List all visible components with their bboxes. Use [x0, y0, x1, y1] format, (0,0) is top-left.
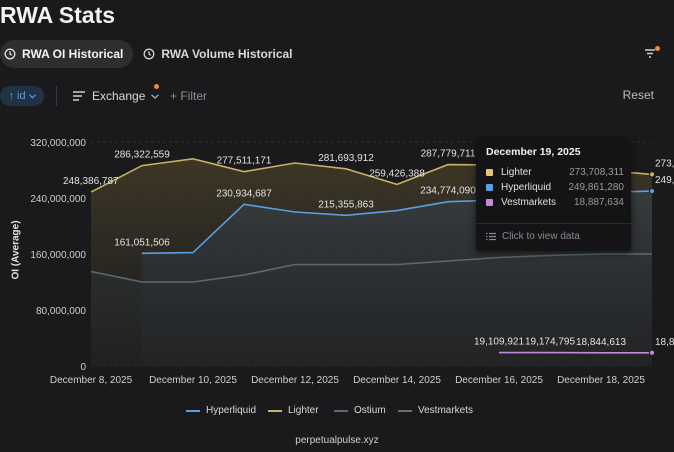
tooltip-row-vestmarkets: Vestmarkets 18,887,634 [486, 195, 624, 209]
tooltip-series-value: 249,861,280 [568, 181, 624, 193]
y-axis-ticks: 0 80,000,000 160,000,000 240,000,000 320,000… [30, 138, 86, 373]
exchange-label: Exchange [92, 89, 146, 103]
list-icon [486, 232, 496, 241]
add-filter-button[interactable]: + Filter [170, 87, 207, 105]
tooltip-series-value: 273,708,311 [569, 166, 624, 178]
data-label: 277,511,171 [217, 156, 272, 167]
tooltip-series-value: 18,887,634 [573, 196, 624, 208]
data-labels: 248,386,787 286,322,559 277,511,171 281,693… [63, 149, 674, 348]
data-points [648, 171, 656, 356]
tab-bar: RWA OI Historical RWA Volume Historical [0, 40, 303, 68]
toolbar: ↑ id Exchange + Filter Reset [0, 84, 674, 108]
chart-legend: Hyperliquid Lighter Ostium Vestmarkets [0, 405, 674, 419]
area-ostium [91, 254, 652, 366]
tooltip-series-name: Vestmarkets [501, 196, 557, 208]
y-tick-label: 240,000,000 [30, 194, 86, 205]
exchange-group-button[interactable]: Exchange [72, 84, 160, 105]
tooltip-series-name: Lighter [501, 166, 532, 178]
filter-lines-icon [645, 49, 655, 58]
tooltip-series-name: Hyperliquid [501, 181, 552, 193]
x-tick-label: December 18, 2025 [557, 375, 645, 386]
x-tick-label: December 12, 2025 [251, 375, 339, 386]
tooltip-divider [476, 223, 631, 224]
source-footer: perpetualpulse.xyz [295, 435, 379, 446]
sort-button[interactable]: ↑ id [0, 86, 44, 106]
legend-label: Hyperliquid [206, 405, 257, 416]
filter-menu-button[interactable] [644, 46, 660, 60]
legend-line [268, 409, 282, 412]
data-label: 281,693,912 [318, 153, 374, 164]
history-icon [143, 48, 155, 60]
legend-item-hyperliquid[interactable]: Hyperliquid [186, 405, 256, 416]
tooltip-click-label: Click to view data [502, 231, 580, 242]
legend-label: Ostium [354, 405, 386, 416]
data-label: 248,386,787 [63, 176, 119, 187]
legend-item-vestmarkets[interactable]: Vestmarkets [398, 405, 473, 416]
data-label: 18,887,( [655, 337, 674, 348]
legend-item-lighter[interactable]: Lighter [268, 405, 319, 416]
tab-rwa-volume-historical[interactable]: RWA Volume Historical [139, 40, 302, 68]
legend-swatch [486, 198, 493, 206]
page-title: RWA Stats [0, 2, 116, 28]
legend-line [398, 409, 412, 412]
tooltip-row-hyperliquid: Hyperliquid 249,861,280 [486, 180, 624, 194]
x-tick-label: December 14, 2025 [353, 375, 441, 386]
data-label: 19,109,921 [474, 337, 524, 348]
tooltip-click-hint[interactable]: Click to view data [486, 231, 580, 242]
tooltip-date: December 19, 2025 [486, 146, 581, 158]
data-label: 161,051,506 [114, 237, 170, 248]
notification-dot [154, 84, 159, 89]
series-line-ostium [90, 253, 652, 283]
legend-item-ostium[interactable]: Ostium [334, 405, 386, 416]
tooltip-row-lighter: Lighter 273,708,311 [486, 165, 624, 179]
x-tick-label: December 8, 2025 [50, 375, 133, 386]
hover-point-hyperliquid [648, 187, 656, 195]
x-tick-label: December 16, 2025 [455, 375, 543, 386]
legend-label: Lighter [288, 405, 319, 416]
group-lines-icon [73, 91, 85, 101]
hover-point-lighter [648, 171, 656, 178]
x-tick-label: December 10, 2025 [149, 375, 237, 386]
data-label: 215,355,863 [318, 199, 374, 210]
history-icon [4, 48, 16, 60]
tab-label: RWA Volume Historical [161, 47, 293, 61]
data-label: 273,708, [655, 158, 674, 169]
y-tick-label: 0 [80, 362, 86, 373]
tab-label: RWA OI Historical [22, 47, 124, 61]
data-label: 19,174,795 [525, 337, 575, 348]
data-label: 259,426,388 [369, 168, 425, 179]
data-label: 249,861, [655, 175, 674, 186]
y-tick-label: 320,000,000 [30, 138, 86, 149]
notification-dot [655, 46, 660, 51]
y-tick-label: 160,000,000 [30, 250, 86, 261]
add-filter-label: + Filter [170, 89, 208, 103]
chevron-down-icon [28, 93, 36, 99]
chart-tooltip: December 19, 2025 Lighter 273,708,311 Hy… [476, 138, 631, 251]
legend-label: Vestmarkets [418, 405, 474, 416]
data-label: 286,322,559 [114, 150, 170, 161]
legend-line [186, 409, 200, 412]
toolbar-divider [56, 86, 57, 106]
data-label: 18,844,613 [576, 337, 626, 348]
chevron-down-icon [151, 93, 160, 99]
data-label: 234,774,090 [420, 186, 476, 197]
legend-swatch [486, 183, 493, 191]
x-axis-ticks: December 8, 2025 December 10, 2025 Decembe… [50, 375, 645, 386]
data-label: 287,779,711 [421, 149, 476, 160]
data-label: 230,934,687 [216, 188, 272, 199]
legend-line [334, 409, 348, 412]
tab-rwa-oi-historical[interactable]: RWA OI Historical [0, 40, 134, 68]
legend-swatch [486, 168, 493, 176]
y-tick-label: 80,000,000 [36, 306, 86, 317]
sort-label: ↑ id [8, 90, 26, 102]
hover-point-vestmarkets [648, 349, 656, 356]
reset-button[interactable]: Reset [622, 88, 654, 102]
